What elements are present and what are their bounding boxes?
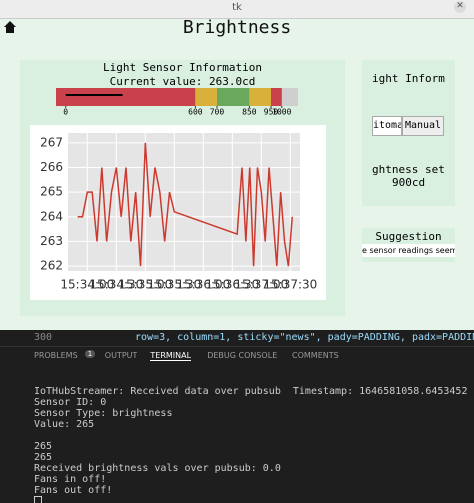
gauge-band (249, 88, 271, 106)
gauge-band (216, 88, 250, 106)
y-tick-label: 262 (40, 259, 63, 273)
set-label: ghtness set (372, 163, 445, 176)
y-tick-label: 264 (40, 209, 63, 223)
gauge-band (270, 88, 282, 106)
header-title: Brightness (182, 19, 292, 38)
y-tick-label: 267 (40, 135, 63, 149)
gauge-tick-label: 600 (188, 108, 203, 117)
side-title: ight Inform (372, 72, 445, 85)
manual-button[interactable]: Manual (402, 116, 444, 136)
terminal-line: 265 (34, 441, 53, 452)
terminal-line: Sensor Type: brightness (34, 408, 173, 419)
cursor (34, 496, 42, 503)
current-value: Current value: 263.0cd (109, 75, 256, 88)
terminal-line: IoTHubStreamer: Received data over pubsu… (34, 386, 468, 397)
suggestion-panel: Suggestion e sensor readings seem go (362, 228, 455, 262)
terminal-line (34, 430, 474, 441)
side-panel: ight Inform itoma Manual ghtness set 900… (362, 60, 455, 206)
suggestion-text: e sensor readings seem go (362, 244, 455, 257)
terminal-line: Fans out off! (34, 485, 113, 496)
auto-button[interactable]: itoma (372, 116, 402, 136)
x-tick-label: 15:35:30 (147, 278, 201, 292)
data-line (77, 142, 294, 267)
terminal-line: Fans in off! (34, 474, 107, 485)
app: Brightness Light Sensor Information Curr… (0, 19, 474, 330)
editor-line: 300 row=3, column=1, sticky="news", pady… (0, 331, 474, 345)
panel-tabs: PROBLEMS 1 OUTPUT TERMINAL DEBUG CONSOLE COMM… (0, 346, 474, 365)
y-tick-label: 266 (40, 160, 63, 174)
panel-title: Light Sensor Information (103, 61, 262, 74)
x-tick-label: 15:36:30 (205, 278, 259, 292)
panel-tab[interactable]: TERMINAL (150, 351, 192, 361)
window-title: tk (232, 2, 242, 13)
title-bar: tk ✕ (0, 0, 474, 19)
terminal-line: Value: 265 (34, 419, 95, 430)
gauge-tick-label: 700 (210, 108, 225, 117)
suggestion-title: Suggestion (375, 230, 442, 243)
x-tick-label: 15:34:30 (89, 278, 143, 292)
panel-tab[interactable]: OUTPUT (104, 351, 138, 360)
x-tick-label: 15:34:00 (60, 278, 114, 292)
terminal: IoTHubStreamer: Received data over pubsu… (34, 386, 474, 503)
code: row=3, column=1, sticky="news", pady=PAD… (135, 332, 474, 343)
set-value: 900cd (392, 176, 426, 189)
x-tick-label: 15:35:00 (118, 278, 172, 292)
chart: 26226326426526626715:34:0015:34:3015:35:… (40, 133, 317, 292)
home-icon[interactable] (2, 19, 18, 35)
chart-frame: 262 263 264 265 266 267 15:34:00 15:34:30 15:35:… (30, 125, 326, 300)
terminal-line: 265 (34, 452, 53, 463)
panel-tab[interactable]: COMMENTS (292, 351, 339, 360)
x-tick-label: 15:37:00 (234, 278, 288, 292)
gauge-band (56, 88, 196, 106)
x-tick-label: 15:37:30 (263, 278, 317, 292)
close-button[interactable]: ✕ (454, 1, 466, 13)
tab-badge: 1 (84, 350, 96, 358)
gauge-tick-label: 1000 (272, 108, 291, 117)
terminal-line: Sensor ID: 0 (34, 397, 107, 408)
panel-tab[interactable]: DEBUG CONSOLE (207, 351, 278, 360)
plot-area (68, 133, 300, 271)
gauge-tick-label: 850 (242, 108, 257, 117)
sensor-panel: Light Sensor Information Current value: … (20, 60, 345, 316)
panel-tab[interactable]: PROBLEMS (34, 351, 78, 360)
gauge-tick-label: 0 (63, 108, 68, 117)
gauge-tick-label: 950 (264, 108, 279, 117)
x-tick-label: 15:36:00 (176, 278, 230, 292)
y-tick-label: 265 (40, 185, 63, 199)
gauge-band (195, 88, 217, 106)
line-number: 300 (34, 332, 53, 343)
terminal-line: Received brightness vals over pubsub: 0.… (34, 463, 281, 474)
y-tick-label: 263 (40, 234, 63, 248)
